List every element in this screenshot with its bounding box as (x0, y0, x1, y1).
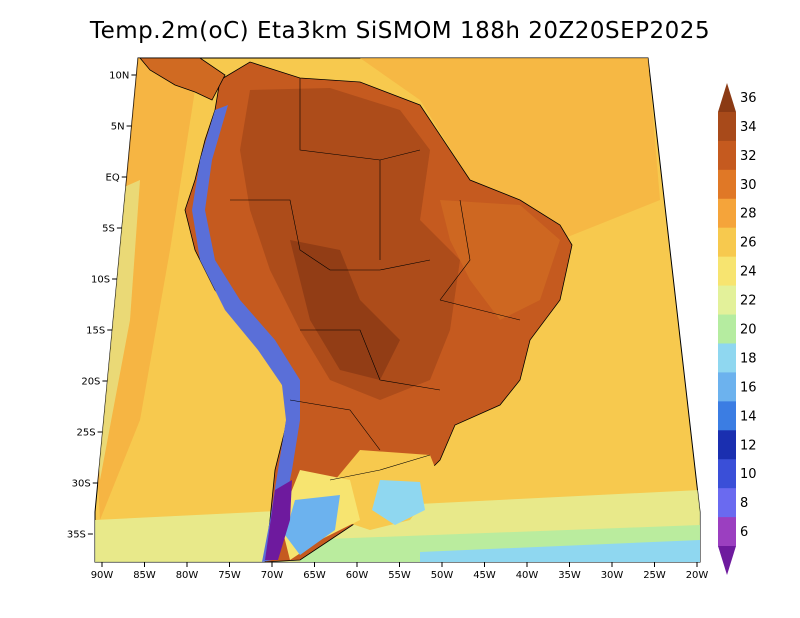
colorbar-label: 8 (740, 496, 748, 511)
lat-label: 5S (102, 224, 115, 235)
lat-label: EQ (106, 173, 120, 184)
lon-label: 90W (91, 570, 114, 581)
lat-label: 35S (67, 530, 86, 541)
colorbar-label: 34 (740, 120, 757, 135)
lat-label: 10S (91, 275, 110, 286)
colorbar-segment (718, 517, 736, 547)
colorbar-label: 18 (740, 351, 757, 366)
colorbar-segment (718, 488, 736, 518)
temperature-field (95, 58, 700, 562)
colorbar-label: 24 (740, 265, 757, 280)
patagonia-cold (285, 495, 340, 555)
colorbar-label: 36 (740, 91, 757, 106)
lat-label: 10N (109, 71, 129, 82)
lon-label: 50W (431, 570, 454, 581)
colorbar-arrow-bottom (718, 546, 736, 575)
country-borders (230, 78, 521, 481)
colorbar-segment (718, 401, 736, 431)
lat-label: 5N (111, 122, 125, 133)
colorbar: 36 34 32 30 28 26 24 22 20 18 16 14 12 10 8 6 (718, 83, 757, 575)
colorbar-label: 16 (740, 380, 757, 395)
colorbar-label: 28 (740, 207, 757, 222)
latitude-axis: 10N 5N EQ 5S 10S 15S 20S 25S 30S 35S (67, 71, 137, 541)
colorbar-arrow-top (718, 83, 736, 112)
colorbar-label: 14 (740, 409, 757, 424)
south-colder-band (420, 540, 700, 562)
lon-label: 35W (558, 570, 581, 581)
hot-interior (240, 88, 460, 400)
colorbar-segment (718, 314, 736, 344)
lon-label: 85W (133, 570, 156, 581)
lon-label: 25W (643, 570, 666, 581)
lat-label: 15S (86, 326, 105, 337)
colorbar-label: 6 (740, 525, 748, 540)
uruguay-cold (372, 480, 425, 525)
lon-label: 65W (303, 570, 326, 581)
lon-label: 80W (176, 570, 199, 581)
northeast-warm (440, 200, 560, 320)
colorbar-label: 22 (740, 294, 757, 309)
colorbar-label: 12 (740, 438, 757, 453)
map-title: Temp.2m(oC) Eta3km SiSMOM 188h 20Z20SEP2… (89, 18, 711, 44)
lon-label: 60W (346, 570, 369, 581)
colorbar-segment (718, 343, 736, 373)
colorbar-segment (718, 169, 736, 200)
lon-label: 45W (473, 570, 496, 581)
lat-label: 20S (81, 377, 100, 388)
colorbar-segment (718, 256, 736, 287)
colorbar-label: 32 (740, 149, 757, 164)
colorbar-segment (718, 111, 736, 142)
colorbar-segment (718, 198, 736, 229)
colorbar-label: 30 (740, 178, 757, 193)
lat-label: 25S (76, 428, 95, 439)
lon-label: 75W (218, 570, 241, 581)
andes-colder (265, 480, 292, 560)
longitude-axis: 90W 85W 80W 75W 70W 65W 60W 55W 50W 45W 40W 35W 30W 2… (91, 562, 709, 581)
colorbar-segment (718, 227, 736, 258)
lat-label: 30S (72, 479, 91, 490)
lon-label: 70W (261, 570, 284, 581)
colorbar-label: 10 (740, 467, 757, 482)
colorbar-label: 20 (740, 323, 757, 338)
atlantic-warm-area (360, 58, 660, 240)
colorbar-segment (718, 140, 736, 171)
colorbar-label: 26 (740, 236, 757, 251)
lon-label: 40W (516, 570, 539, 581)
colorbar-segment (718, 372, 736, 402)
lon-label: 20W (686, 570, 709, 581)
lon-label: 30W (601, 570, 624, 581)
hottest-core (290, 240, 400, 380)
central-america-land (139, 58, 226, 101)
colorbar-segment (718, 285, 736, 316)
lon-label: 55W (388, 570, 411, 581)
colorbar-segment (718, 459, 736, 489)
colorbar-segment (718, 430, 736, 460)
andes-cold (192, 105, 300, 562)
